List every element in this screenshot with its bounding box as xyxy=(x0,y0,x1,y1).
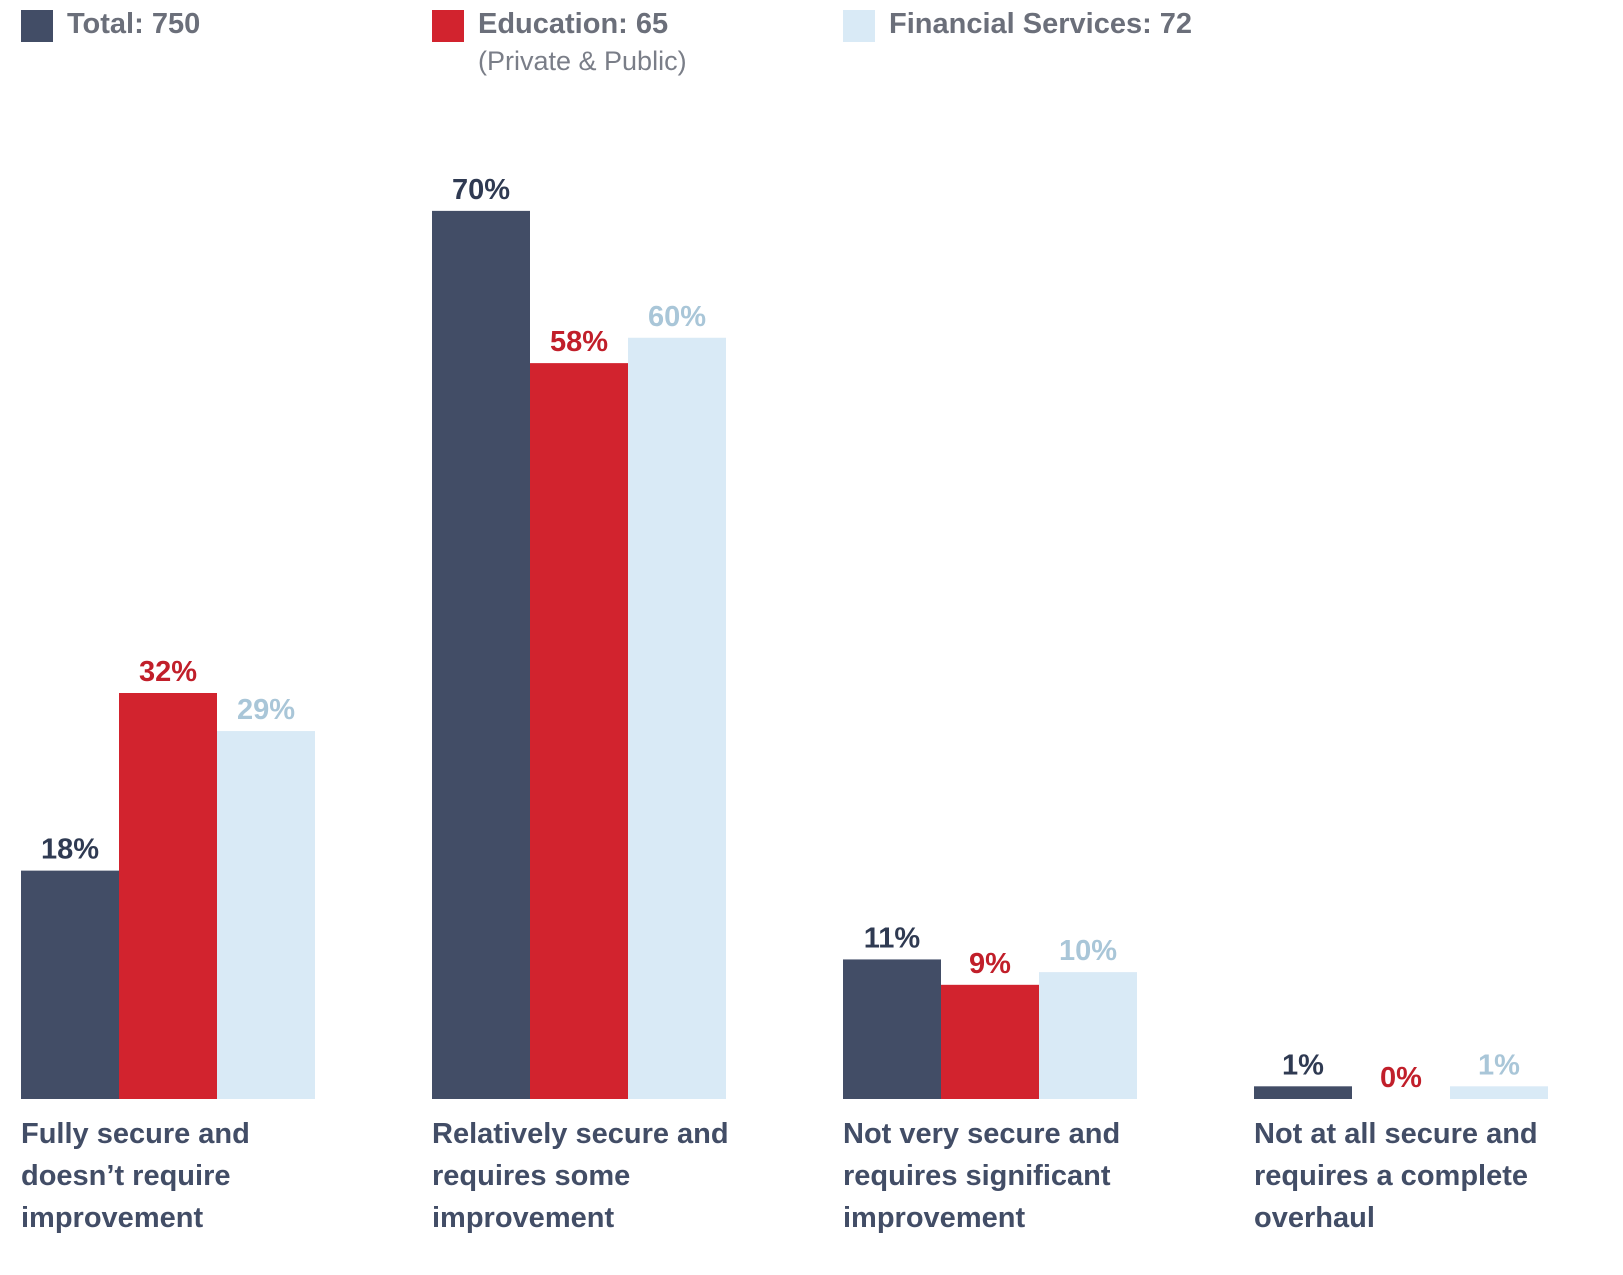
legend-label: Total: 750 xyxy=(67,8,201,40)
value-label: 9% xyxy=(969,948,1011,980)
bar xyxy=(628,337,726,1099)
legend-note: (Private & Public) xyxy=(478,46,687,76)
legend-label: Financial Services: 72 xyxy=(889,8,1193,40)
value-label: 29% xyxy=(237,694,295,726)
bar xyxy=(217,731,315,1099)
category-label: Not very secure and requires significant… xyxy=(843,1118,1121,1234)
bar xyxy=(119,693,217,1099)
value-label: 10% xyxy=(1059,935,1117,967)
bar xyxy=(432,210,530,1099)
bar xyxy=(1450,1086,1548,1099)
bar xyxy=(530,363,628,1099)
value-label: 18% xyxy=(41,834,99,866)
value-label: 1% xyxy=(1478,1049,1520,1081)
bar xyxy=(843,959,941,1099)
value-label: 58% xyxy=(550,326,608,358)
value-label: 60% xyxy=(648,301,706,333)
value-label: 11% xyxy=(864,922,921,954)
legend-swatch xyxy=(21,10,53,42)
legend-swatch xyxy=(843,10,875,42)
legend-swatch xyxy=(432,10,464,42)
category-label: Fully secure and doesn’t require improve… xyxy=(21,1118,250,1234)
value-label: 1% xyxy=(1282,1049,1324,1081)
bar xyxy=(1039,972,1137,1099)
bar xyxy=(941,984,1039,1099)
value-label: 70% xyxy=(452,174,510,206)
value-label: 0% xyxy=(1380,1062,1422,1094)
category-label: Not at all secure and requires a complet… xyxy=(1254,1118,1538,1234)
legend-label: Education: 65 xyxy=(478,8,669,40)
bar xyxy=(1254,1086,1352,1099)
value-label: 32% xyxy=(139,656,197,688)
category-label: Relatively secure and requires some impr… xyxy=(432,1118,729,1234)
bar xyxy=(21,870,119,1099)
